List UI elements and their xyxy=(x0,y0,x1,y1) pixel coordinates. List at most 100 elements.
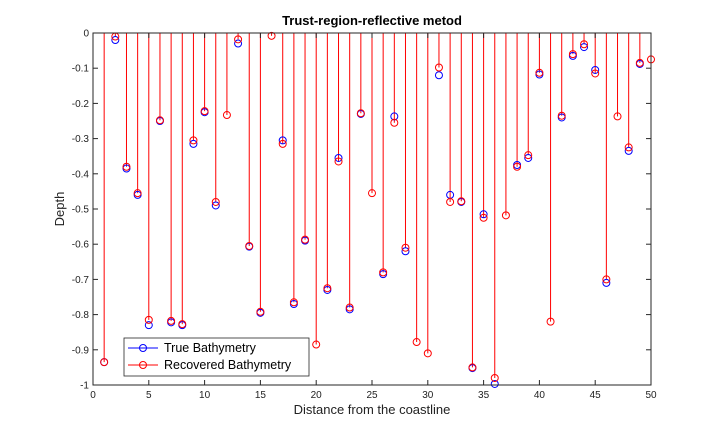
recovered-bathymetry-point xyxy=(635,58,644,67)
recovered-bathymetry-point xyxy=(222,111,231,120)
chart-title: Trust-region-reflective metod xyxy=(282,13,462,28)
true-bathymetry-point xyxy=(390,112,399,121)
recovered-bathymetry-point xyxy=(546,317,555,326)
recovered-bathymetry-point xyxy=(457,197,466,206)
y-tick-label: -0.7 xyxy=(72,275,90,286)
recovered-bathymetry-point xyxy=(613,112,622,121)
x-tick-label: 10 xyxy=(199,390,211,401)
x-tick-label: 30 xyxy=(422,390,434,401)
recovered-bathymetry-point xyxy=(301,235,310,244)
recovered-bathymetry-point xyxy=(368,189,376,198)
recovered-bathymetry-point xyxy=(345,303,354,312)
true-bathymetry-point xyxy=(602,278,611,287)
true-bathymetry-point xyxy=(211,201,220,210)
recovered-bathymetry-point xyxy=(624,143,633,152)
y-axis: 0 -0.1 -0.2 -0.3 -0.4 -0.5 -0.6 -0.7 -0.8 -0.9 -1 xyxy=(72,29,651,392)
y-tick-label: -0.5 xyxy=(72,205,90,216)
recovered-bathymetry-point xyxy=(189,136,198,145)
y-tick-label: -0.4 xyxy=(72,169,90,180)
recovered-bathymetry-point xyxy=(155,116,164,125)
recovered-bathymetry-point xyxy=(289,298,298,307)
x-axis-label: Distance from the coastline xyxy=(294,402,451,417)
recovered-bathymetry-point xyxy=(356,109,365,118)
y-tick-label: 0 xyxy=(83,29,89,40)
recovered-bathymetry-point xyxy=(334,157,343,166)
legend: True Bathymetry Recovered Bathymetry xyxy=(123,337,310,377)
legend-box xyxy=(123,337,310,377)
true-bathymetry-point xyxy=(490,379,499,388)
recovered-bathymetry-point xyxy=(524,151,533,160)
x-tick-label: 5 xyxy=(146,390,152,401)
true-bathymetry-point xyxy=(189,139,198,148)
true-bathymetry-point xyxy=(111,36,120,45)
recovered-bathymetry-point xyxy=(401,243,410,252)
recovered-bathymetry-point xyxy=(267,31,276,40)
x-tick-label: 25 xyxy=(366,390,378,401)
recovered-bathymetry-point xyxy=(100,358,109,367)
recovered-bathymetry-point xyxy=(323,284,332,293)
true-bathymetry-point xyxy=(144,321,153,330)
y-tick-label: -0.3 xyxy=(72,134,90,145)
x-tick-label: 45 xyxy=(590,390,602,401)
recovered-bathymetry-point xyxy=(535,68,544,77)
legend-marker-true xyxy=(139,344,147,352)
recovered-bathymetry-point xyxy=(245,241,254,250)
recovered-bathymetry-point xyxy=(211,197,220,206)
recovered-bathymetry-point xyxy=(178,320,187,329)
legend-label-true: True Bathymetry xyxy=(164,341,257,355)
x-tick-label: 40 xyxy=(534,390,546,401)
y-tick-label: -0.1 xyxy=(72,64,90,75)
recovered-bathymetry-point xyxy=(234,35,243,44)
recovered-bathymetry-point xyxy=(501,211,510,220)
true-bathymetry-point xyxy=(479,210,488,219)
recovered-bathymetry-point xyxy=(513,162,522,171)
recovered-bathymetry-point xyxy=(144,315,153,324)
true-bathymetry-point xyxy=(591,65,600,74)
recovered-bathymetry-point xyxy=(568,50,577,59)
recovered-bathymetry-point xyxy=(434,63,443,72)
x-tick-label: 0 xyxy=(90,390,96,401)
legend-marker-recovered xyxy=(139,361,147,369)
true-bathymetry-point xyxy=(580,43,589,52)
x-tick-label: 15 xyxy=(255,390,267,401)
recovered-bathymetry-point xyxy=(278,139,287,148)
true-bathymetry-point xyxy=(524,153,533,162)
x-tick-label: 20 xyxy=(311,390,323,401)
y-tick-label: -1 xyxy=(80,381,89,392)
recovered-bathymetry-point xyxy=(580,40,589,49)
recovered-bathymetry-point xyxy=(122,162,131,171)
recovered-stems xyxy=(103,33,652,378)
y-tick-label: -0.9 xyxy=(72,345,90,356)
y-tick-label: -0.2 xyxy=(72,99,90,110)
true-bathymetry-point xyxy=(624,146,633,155)
recovered-bathymetry-point xyxy=(256,307,265,316)
recovered-bathymetry-markers xyxy=(100,31,655,382)
recovered-bathymetry-point xyxy=(591,69,600,78)
recovered-bathymetry-point xyxy=(602,275,611,284)
x-axis: 0 5 10 15 20 25 30 35 40 45 50 xyxy=(90,33,657,401)
true-bathymetry-point xyxy=(401,247,410,256)
x-tick-label: 50 xyxy=(645,390,657,401)
recovered-bathymetry-point xyxy=(423,349,432,358)
true-bathymetry-point xyxy=(234,39,243,48)
recovered-bathymetry-point xyxy=(379,268,388,277)
true-bathymetry-point xyxy=(278,136,287,145)
x-tick-label: 35 xyxy=(478,390,490,401)
recovered-bathymetry-point xyxy=(557,111,566,120)
recovered-bathymetry-point xyxy=(412,338,421,347)
y-axis-label: Depth xyxy=(52,192,67,227)
recovered-bathymetry-point xyxy=(133,189,142,198)
y-tick-label: -0.8 xyxy=(72,310,90,321)
true-bathymetry-point xyxy=(434,71,443,80)
legend-label-recovered: Recovered Bathymetry xyxy=(164,358,292,372)
recovered-bathymetry-point xyxy=(200,107,209,116)
recovered-bathymetry-point xyxy=(446,197,455,206)
recovered-bathymetry-point xyxy=(167,316,176,325)
true-bathymetry-point xyxy=(334,153,343,162)
recovered-bathymetry-point xyxy=(312,340,321,349)
recovered-bathymetry-point xyxy=(390,118,399,127)
recovered-bathymetry-point xyxy=(479,213,488,222)
y-tick-label: -0.6 xyxy=(72,240,90,251)
recovered-bathymetry-point xyxy=(468,363,477,372)
